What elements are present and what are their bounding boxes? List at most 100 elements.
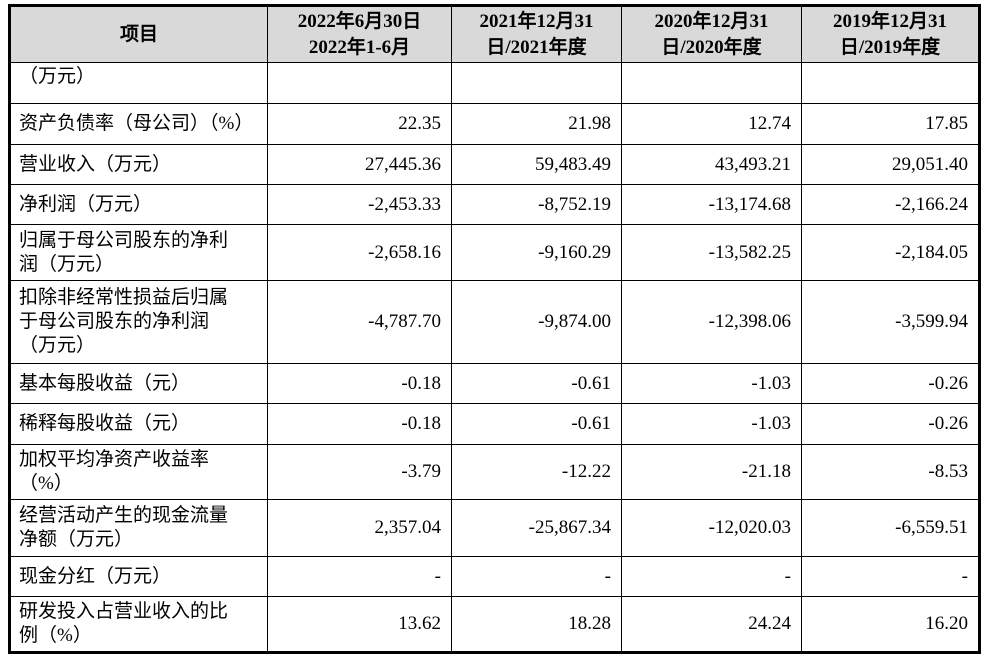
cell-2021: -12.22 [451,444,622,500]
header-line: 日/2019年度 [839,36,941,58]
cell-2022h1: -2,453.33 [267,184,452,225]
column-header-2022h1: 2022年6月30日 2022年1-6月 [267,5,452,63]
row-label: 资产负债率（母公司）（%） [9,103,268,145]
table-row: 研发投入占营业收入的比 例（%） 13.62 18.28 24.24 16.20 [9,596,980,653]
row-label-line: 研发投入占营业收入的比 [19,601,229,622]
row-label: 加权平均净资产收益率 （%） [9,444,268,500]
row-label: 经营活动产生的现金流量 净额（万元） [9,499,268,557]
column-header-2019: 2019年12月31 日/2019年度 [801,5,980,63]
row-label-line: 现金分红（万元） [19,565,172,587]
row-label-line: （万元） [19,66,96,87]
row-label-line: 归属于母公司股东的净利 [19,229,229,251]
header-line: 2022年1-6月 [308,36,411,58]
cell-2022h1: 27,445.36 [267,144,452,185]
table-row: 净利润（万元） -2,453.33 -8,752.19 -13,174.68 -2,16… [9,184,980,225]
table-row: 基本每股收益（元） -0.18 -0.61 -1.03 -0.26 [9,363,980,404]
cell-2020: -13,174.68 [621,184,802,225]
row-label-line: 净利润（万元） [19,193,153,215]
cell-2022h1: 13.62 [267,596,452,653]
row-label: 扣除非经常性损益后归属 于母公司股东的净利润 （万元） [9,280,268,364]
row-label-line: 净额（万元） [19,529,134,550]
header-line: 项目 [119,23,158,45]
cell-2022h1: -2,658.16 [267,224,452,281]
cell-2021: - [451,556,622,597]
table-row: 加权平均净资产收益率 （%） -3.79 -12.22 -21.18 -8.53 [9,444,980,500]
row-label: 稀释每股收益（元） [9,403,268,445]
cell-2019: -3,599.94 [801,280,980,364]
table-row: （万元） [9,62,980,104]
cell-2021: -0.61 [451,363,622,404]
row-label-line: 基本每股收益（元） [19,372,191,394]
row-label-line: 加权平均净资产收益率 [19,449,210,470]
cell-2019: -0.26 [801,403,980,445]
table-row: 经营活动产生的现金流量 净额（万元） 2,357.04 -25,867.34 -12,0… [9,499,980,557]
header-line: 日/2020年度 [661,36,762,58]
table-row: 归属于母公司股东的净利 润（万元） -2,658.16 -9,160.29 -13,58… [9,224,980,281]
cell-2019: -0.26 [801,363,980,404]
row-label: （万元） [9,62,268,104]
cell-2022h1: - [267,556,452,597]
cell-2021: 18.28 [451,596,622,653]
cell-2022h1: -4,787.70 [267,280,452,364]
header-line: 2022年6月30日 [297,10,422,32]
row-label: 基本每股收益（元） [9,363,268,404]
row-label-line: 稀释每股收益（元） [19,413,191,434]
cell-2019: -6,559.51 [801,499,980,557]
column-header-2020: 2020年12月31 日/2020年度 [621,5,802,63]
cell-2021 [451,62,622,104]
header-line: 2020年12月31 [654,10,769,32]
row-label-line: 经营活动产生的现金流量 [19,505,229,526]
cell-2021: -9,874.00 [451,280,622,364]
row-label: 现金分红（万元） [9,556,268,597]
row-label-line: （万元） [19,335,96,356]
header-line: 日/2021年度 [486,36,587,58]
cell-2020: 24.24 [621,596,802,653]
cell-2020: -12,020.03 [621,499,802,557]
financial-summary-table: 项目 2022年6月30日 2022年1-6月 2021年12月31 日/2021年度 2… [8,4,981,654]
cell-2022h1: -0.18 [267,363,452,404]
cell-2022h1: -0.18 [267,403,452,445]
row-label-line: （%） [19,473,73,494]
cell-2019: -2,184.05 [801,224,980,281]
header-line: 2019年12月31 [832,10,947,32]
row-label: 营业收入（万元） [9,144,268,185]
cell-2022h1: 2,357.04 [267,499,452,557]
row-label-line: 扣除非经常性损益后归属 [19,287,229,308]
row-label-line: 润（万元） [19,253,115,275]
cell-2020: 12.74 [621,103,802,145]
table-row: 现金分红（万元） - - - - [9,556,980,597]
cell-2019: 29,051.40 [801,144,980,185]
row-label-line: 于母公司股东的净利润 [19,311,210,332]
cell-2019 [801,62,980,104]
cell-2020: -21.18 [621,444,802,500]
column-header-2021: 2021年12月31 日/2021年度 [451,5,622,63]
cell-2020: -1.03 [621,363,802,404]
cell-2019: - [801,556,980,597]
cell-2021: -9,160.29 [451,224,622,281]
row-label: 研发投入占营业收入的比 例（%） [9,596,268,653]
cell-2020: -12,398.06 [621,280,802,364]
cell-2022h1: -3.79 [267,444,452,500]
table-row: 扣除非经常性损益后归属 于母公司股东的净利润 （万元） -4,787.70 -9,874… [9,280,980,364]
cell-2020: -13,582.25 [621,224,802,281]
cell-2021: -0.61 [451,403,622,445]
cell-2022h1 [267,62,452,104]
row-label-line: 资产负债率（母公司）（%） [19,113,254,134]
table-row: 营业收入（万元） 27,445.36 59,483.49 43,493.21 29,05… [9,144,980,185]
row-label-line: 例（%） [19,625,92,646]
cell-2021: -8,752.19 [451,184,622,225]
table-row: 稀释每股收益（元） -0.18 -0.61 -1.03 -0.26 [9,403,980,445]
cell-2020: -1.03 [621,403,802,445]
cell-2019: 17.85 [801,103,980,145]
cell-2021: 21.98 [451,103,622,145]
cell-2020: - [621,556,802,597]
column-header-item: 项目 [9,5,268,63]
row-label: 归属于母公司股东的净利 润（万元） [9,224,268,281]
cell-2019: -8.53 [801,444,980,500]
cell-2022h1: 22.35 [267,103,452,145]
cell-2020: 43,493.21 [621,144,802,185]
row-label-line: 营业收入（万元） [19,153,172,175]
cell-2019: 16.20 [801,596,980,653]
header-line: 2021年12月31 [479,10,594,32]
cell-2019: -2,166.24 [801,184,980,225]
